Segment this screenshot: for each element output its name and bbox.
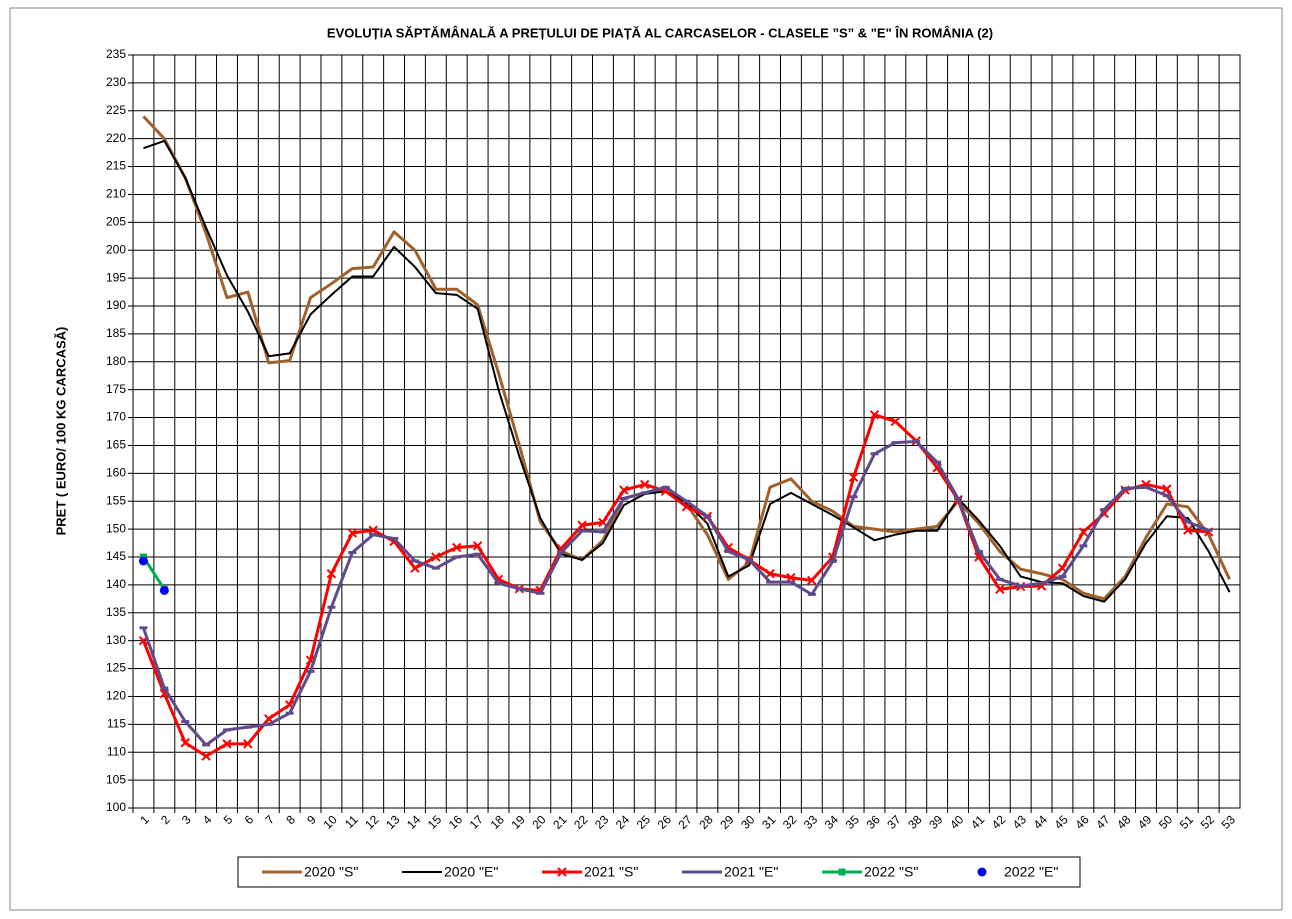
y-tick-label: 195 [106, 270, 126, 284]
marker-x [201, 751, 211, 761]
marker-x [765, 569, 775, 579]
series-line [142, 440, 1210, 747]
marker-x [326, 569, 337, 579]
marker-x [619, 485, 629, 495]
marker-x [410, 563, 420, 573]
marker [180, 738, 190, 748]
y-tick-label: 175 [106, 382, 126, 396]
marker [138, 556, 148, 566]
y-tick-label: 200 [106, 242, 126, 256]
y-tick-label: 100 [106, 800, 126, 814]
y-tick-label: 185 [106, 326, 126, 340]
y-tick-label: 165 [106, 438, 126, 452]
marker-x [848, 472, 859, 482]
marker-x [243, 739, 253, 749]
chart-border [9, 7, 1283, 911]
marker-x [472, 541, 483, 551]
marker [222, 739, 232, 749]
y-tick-label: 215 [106, 159, 126, 173]
y-tick-label: 110 [107, 744, 126, 758]
marker [243, 739, 253, 749]
y-tick-label: 140 [106, 577, 126, 591]
marker-x [180, 738, 190, 748]
y-tick-label: 190 [106, 298, 126, 312]
y-tick-label: 230 [106, 75, 126, 89]
marker [557, 867, 567, 877]
y-tick-label: 145 [106, 549, 126, 563]
marker [640, 479, 650, 490]
chart-title: EVOLUȚIA SĂPTĂMÂNALĂ A PREȚULUI DE PIAȚĂ… [327, 25, 993, 40]
marker [326, 569, 337, 579]
y-tick-label: 225 [106, 103, 126, 117]
y-tick-label: 170 [106, 410, 126, 424]
marker [807, 575, 817, 586]
plot-frame [132, 54, 1241, 809]
marker-x [640, 479, 650, 490]
marker-x [995, 584, 1005, 595]
marker-x [431, 552, 441, 562]
legend-label: 2022 "S" [864, 864, 918, 880]
marker [431, 552, 441, 562]
marker [890, 416, 901, 427]
marker [1162, 484, 1172, 494]
marker [869, 410, 880, 420]
marker-x [347, 528, 358, 538]
marker [1078, 527, 1089, 537]
y-tick-label: 160 [106, 466, 126, 480]
marker-x [577, 520, 587, 530]
legend: 2020 "S" 2020 "E" 2021 "S" 2021 "E" 2022 "S"… [262, 864, 1058, 880]
legend-label: 2020 "S" [304, 864, 358, 880]
marker [368, 525, 378, 535]
marker-x [1078, 527, 1089, 537]
marker [848, 472, 859, 482]
marker-x [869, 410, 880, 420]
marker [410, 563, 420, 573]
y-tick-label: 220 [106, 131, 126, 145]
marker-x [452, 542, 462, 553]
marker-x [557, 867, 567, 877]
marker [201, 751, 211, 761]
marker [995, 584, 1005, 595]
y-tick-label: 205 [106, 215, 126, 229]
legend-label: 2021 "E" [724, 864, 778, 880]
marker [472, 541, 483, 551]
y-tick-label: 105 [106, 772, 126, 786]
marker-x [1183, 525, 1193, 535]
series-line [142, 413, 1209, 758]
marker [577, 520, 587, 530]
marker [452, 542, 462, 553]
y-tick-label: 155 [106, 493, 126, 507]
y-tick-label: 130 [106, 633, 126, 647]
marker [347, 528, 358, 538]
y-tick-label: 135 [106, 605, 126, 619]
y-axis-label: PRET ( EURO/ 100 KG CARCASĂ) [53, 327, 68, 536]
marker [1183, 525, 1193, 535]
legend-box [237, 856, 1081, 888]
legend-label: 2021 "S" [584, 864, 638, 880]
y-tick-label: 180 [106, 354, 126, 368]
y-tick-label: 125 [106, 661, 126, 675]
y-tick-label: 150 [106, 521, 126, 535]
marker [786, 572, 796, 583]
y-tick-label: 210 [106, 187, 126, 201]
y-tick-label: 120 [106, 689, 126, 703]
marker [765, 569, 775, 579]
marker-x [368, 525, 378, 535]
marker [977, 867, 987, 877]
legend-label: 2020 "E" [444, 864, 498, 880]
marker-x [890, 416, 901, 427]
legend-label: 2022 "E" [1004, 864, 1058, 880]
marker-x [807, 575, 817, 586]
marker [838, 868, 846, 876]
marker-x [222, 739, 232, 749]
y-tick-label: 235 [106, 47, 126, 61]
marker [619, 485, 629, 495]
marker-x [1162, 484, 1172, 494]
marker [159, 585, 169, 595]
marker-x [786, 572, 796, 583]
y-tick-label: 115 [107, 717, 126, 731]
